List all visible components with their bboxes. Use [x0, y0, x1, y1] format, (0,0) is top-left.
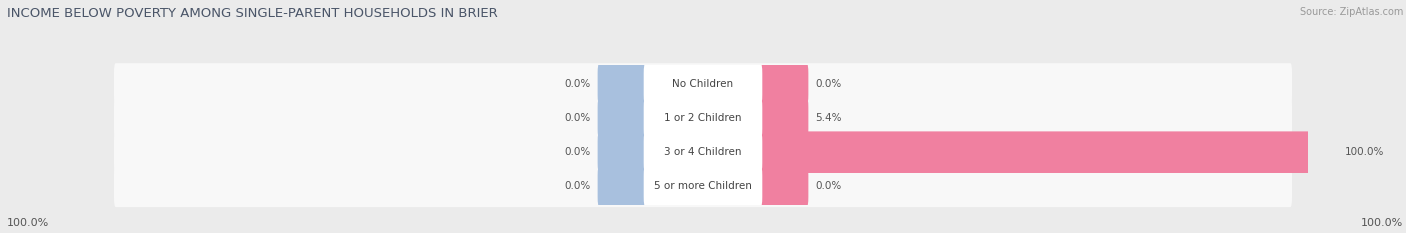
FancyBboxPatch shape — [759, 131, 1339, 173]
FancyBboxPatch shape — [759, 63, 808, 105]
Text: 5 or more Children: 5 or more Children — [654, 181, 752, 191]
FancyBboxPatch shape — [114, 63, 1292, 105]
Text: 0.0%: 0.0% — [564, 147, 591, 157]
FancyBboxPatch shape — [598, 97, 647, 139]
FancyBboxPatch shape — [598, 165, 647, 207]
Text: 1 or 2 Children: 1 or 2 Children — [664, 113, 742, 123]
Text: 0.0%: 0.0% — [815, 181, 842, 191]
FancyBboxPatch shape — [759, 165, 808, 207]
FancyBboxPatch shape — [114, 165, 1292, 207]
Text: 0.0%: 0.0% — [815, 79, 842, 89]
Text: 100.0%: 100.0% — [1361, 218, 1403, 228]
Text: 3 or 4 Children: 3 or 4 Children — [664, 147, 742, 157]
Text: Source: ZipAtlas.com: Source: ZipAtlas.com — [1299, 7, 1403, 17]
Text: 5.4%: 5.4% — [815, 113, 842, 123]
Text: 0.0%: 0.0% — [564, 181, 591, 191]
FancyBboxPatch shape — [644, 131, 762, 173]
FancyBboxPatch shape — [644, 97, 762, 139]
FancyBboxPatch shape — [759, 97, 808, 139]
Text: 100.0%: 100.0% — [1346, 147, 1385, 157]
Text: 0.0%: 0.0% — [564, 79, 591, 89]
FancyBboxPatch shape — [598, 63, 647, 105]
Text: 0.0%: 0.0% — [564, 113, 591, 123]
FancyBboxPatch shape — [598, 131, 647, 173]
FancyBboxPatch shape — [114, 131, 1292, 173]
Text: INCOME BELOW POVERTY AMONG SINGLE-PARENT HOUSEHOLDS IN BRIER: INCOME BELOW POVERTY AMONG SINGLE-PARENT… — [7, 7, 498, 20]
Text: 100.0%: 100.0% — [7, 218, 49, 228]
FancyBboxPatch shape — [644, 63, 762, 105]
FancyBboxPatch shape — [644, 165, 762, 207]
FancyBboxPatch shape — [114, 97, 1292, 139]
Text: No Children: No Children — [672, 79, 734, 89]
